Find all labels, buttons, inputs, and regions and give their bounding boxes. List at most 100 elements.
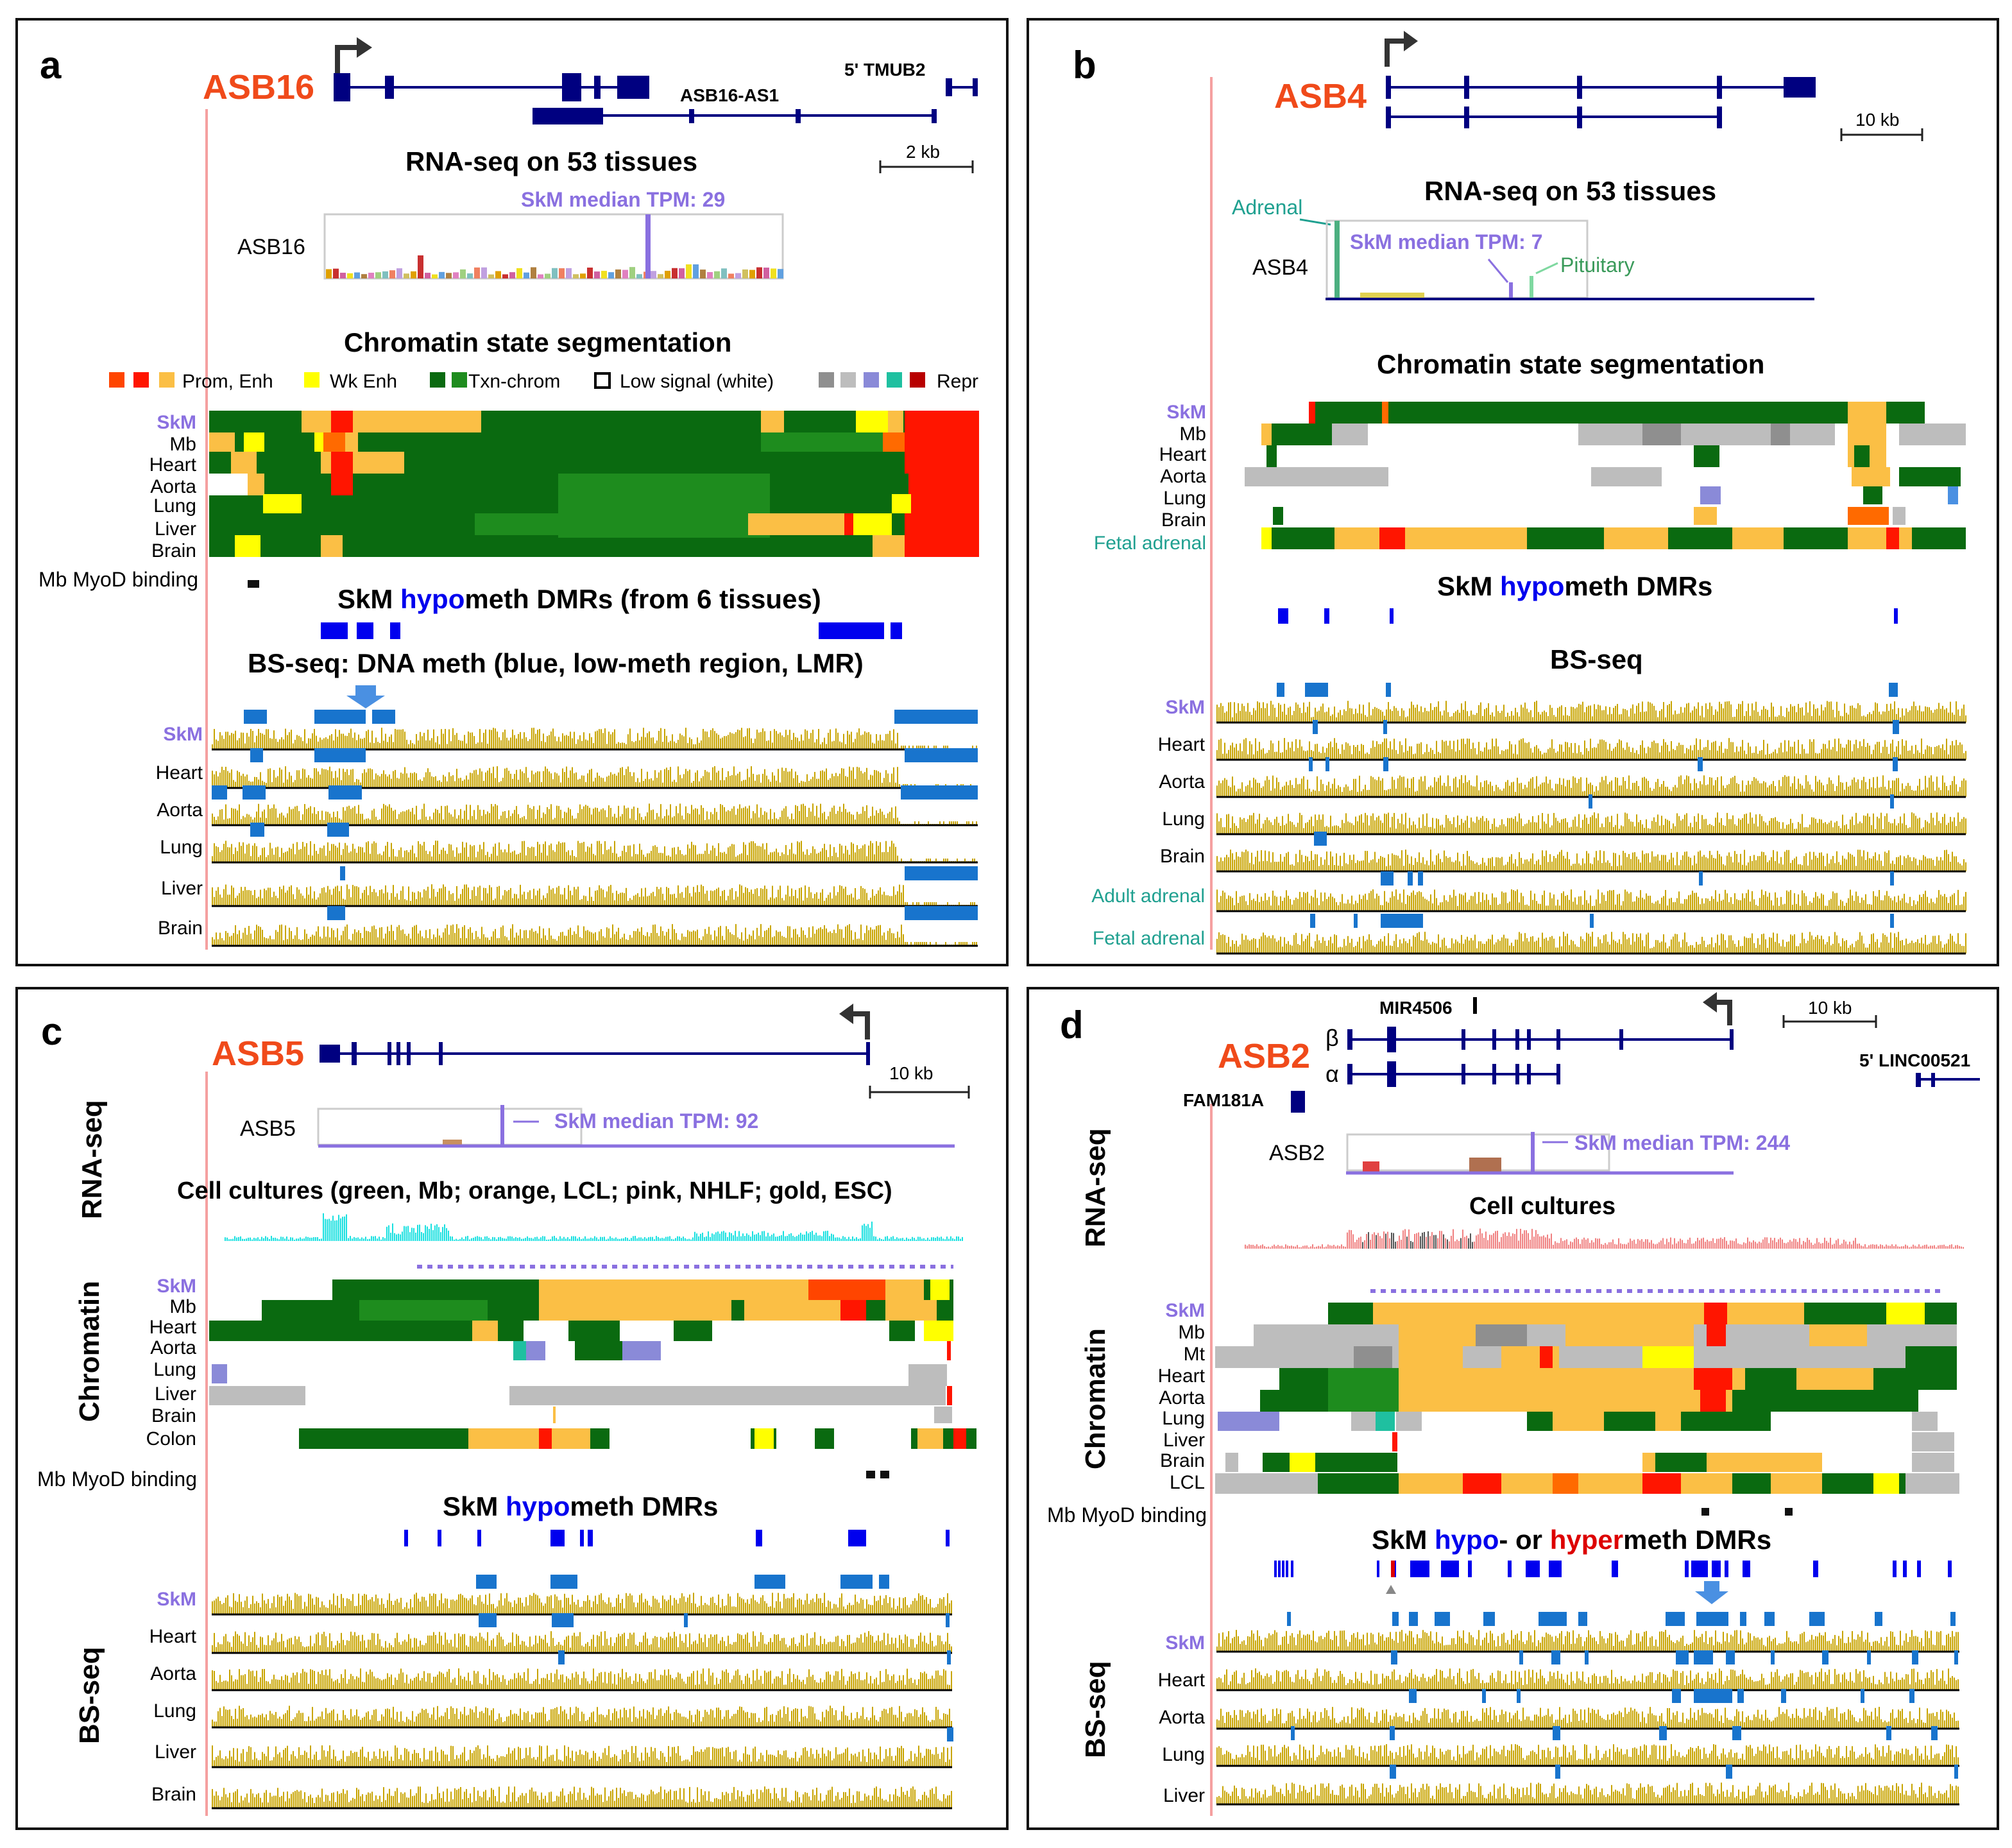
bs-signal-bar xyxy=(1496,897,1497,911)
bs-signal-bar xyxy=(252,819,253,825)
bs-signal-bar xyxy=(335,886,336,906)
bs-signal-bar xyxy=(310,778,311,788)
bs-signal-bar xyxy=(841,886,842,906)
bs-signal-bar xyxy=(1879,854,1880,871)
bs-signal-bar xyxy=(843,937,844,946)
bs-signal-bar xyxy=(516,738,517,749)
bs-signal-bar xyxy=(1503,705,1505,723)
bs-signal-bar xyxy=(1648,896,1649,911)
bs-signal-bar xyxy=(935,942,937,946)
bs-signal-bar xyxy=(1861,716,1863,723)
bs-signal-bar xyxy=(1888,821,1889,834)
bs-signal-bar xyxy=(1409,708,1410,723)
bs-signal-bar xyxy=(406,850,407,862)
bs-signal-bar xyxy=(527,937,529,946)
bs-signal-bar xyxy=(368,931,369,946)
bs-signal-bar xyxy=(1857,896,1859,911)
bs-signal-bar xyxy=(495,928,496,946)
bs-signal-bar xyxy=(1340,827,1341,834)
bs-signal-bar xyxy=(1417,828,1418,834)
bs-signal-bar xyxy=(1378,859,1379,871)
bs-signal-bar xyxy=(783,771,785,788)
bs-signal-bar xyxy=(237,934,238,946)
bs-signal-bar xyxy=(320,819,321,825)
bs-signal-bar xyxy=(1565,706,1566,723)
bs-signal-bar xyxy=(223,819,225,825)
bs-signal-bar xyxy=(1482,857,1483,871)
bs-signal-bar xyxy=(214,729,215,749)
bs-signal-bar xyxy=(348,805,350,825)
bs-signal-bar xyxy=(1709,851,1710,871)
bs-signal-bar xyxy=(1232,898,1233,911)
bs-signal-bar xyxy=(1238,903,1239,911)
tpm-label: SkM median TPM: 7 xyxy=(1350,230,1543,253)
chrom-block xyxy=(1848,424,1886,445)
bs-signal-bar xyxy=(853,939,854,946)
bs-signal-bar xyxy=(703,936,704,946)
bs-signal-bar xyxy=(1238,856,1239,871)
bs-signal-bar xyxy=(504,768,506,788)
bs-signal-bar xyxy=(626,808,627,825)
bs-signal-bar xyxy=(293,843,294,862)
bs-signal-bar xyxy=(289,886,290,906)
dmr xyxy=(891,622,902,639)
rna-tissue-bar xyxy=(608,272,614,278)
bs-signal-bar xyxy=(1869,745,1870,760)
bs-signal-bar xyxy=(266,857,267,862)
bs-signal-bar xyxy=(837,776,839,788)
bs-signal-bar xyxy=(1748,703,1749,723)
bs-signal-bar xyxy=(558,737,559,749)
bs-signal-bar xyxy=(1601,823,1603,834)
bs-signal-bar xyxy=(439,744,440,749)
bs-signal-bar xyxy=(1436,898,1437,911)
bs-signal-bar xyxy=(539,771,540,788)
bs-signal-bar xyxy=(414,853,415,862)
bs-signal-bar xyxy=(762,889,763,906)
bs-signal-bar xyxy=(591,814,592,825)
bs-signal-bar xyxy=(466,938,467,946)
bs-signal-bar xyxy=(550,773,552,788)
bs-signal-bar xyxy=(1257,819,1258,834)
bs-signal-bar xyxy=(1555,716,1556,723)
bs-signal-bar xyxy=(774,729,775,749)
bs-signal-bar xyxy=(1469,716,1470,723)
bs-signal-bar xyxy=(1717,812,1718,834)
bs-signal-bar xyxy=(583,841,584,862)
bs-signal-bar xyxy=(572,816,573,825)
bs-signal-bar xyxy=(1769,785,1770,797)
bs-signal-bar xyxy=(1490,905,1491,911)
bs-signal-bar xyxy=(1794,741,1795,760)
bs-signal-bar xyxy=(1859,705,1861,723)
bs-signal-bar xyxy=(1324,826,1326,834)
bs-signal-bar xyxy=(231,733,232,749)
bs-signal-bar xyxy=(1605,817,1607,834)
bs-signal-bar xyxy=(633,844,635,862)
bs-signal-bar xyxy=(243,842,244,862)
bs-signal-bar xyxy=(1592,716,1593,723)
bs-signal-bar xyxy=(754,889,756,906)
bs-signal-bar xyxy=(1763,781,1764,797)
bs-signal-bar xyxy=(1713,857,1714,871)
bs-signal-bar xyxy=(1551,898,1553,911)
bs-signal-bar xyxy=(239,930,240,946)
bs-signal-bar xyxy=(323,738,325,749)
chrom-block xyxy=(1852,467,1890,486)
bs-signal-bar xyxy=(564,887,565,906)
bs-signal-bar xyxy=(1957,812,1959,834)
bs-signal-bar xyxy=(1803,788,1805,797)
bs-signal-bar xyxy=(1447,818,1449,834)
bs-signal-bar xyxy=(464,925,465,946)
bs-signal-bar xyxy=(833,929,835,946)
bs-signal-bar xyxy=(724,851,725,862)
bs-signal-bar xyxy=(910,942,912,946)
chrom-block xyxy=(761,411,784,432)
bs-signal-bar xyxy=(325,855,327,862)
bs-signal-bar xyxy=(1397,819,1399,834)
bs-signal-bar xyxy=(689,848,690,862)
bs-signal-bar xyxy=(266,782,267,788)
bs-signal-bar xyxy=(1234,747,1235,760)
rna-tissue-bar xyxy=(411,271,416,278)
bs-signal-bar xyxy=(1659,825,1660,834)
bs-signal-bar xyxy=(545,814,546,825)
bs-signal-bar xyxy=(460,853,461,862)
